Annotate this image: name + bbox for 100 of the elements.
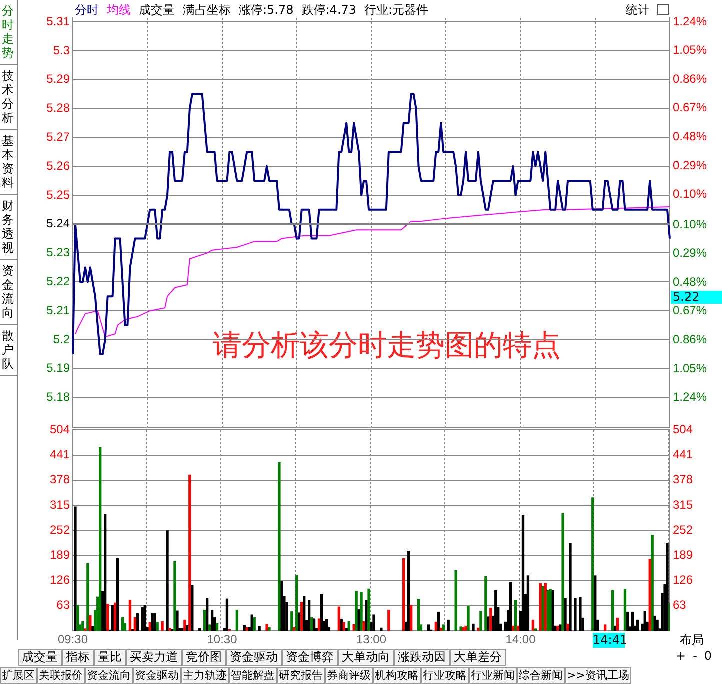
bar [358,610,360,631]
bar [526,576,530,631]
x-tick-label: 10:30 [207,632,238,647]
text: 买卖力道 [126,649,182,666]
bar [626,612,630,631]
text: 量比 [94,649,126,666]
bar [92,626,94,631]
bar [151,614,154,631]
bar [472,624,475,631]
bar [258,626,261,631]
bar [480,611,482,631]
bar [532,620,535,631]
bar [362,622,366,631]
text: 成交量 [139,2,175,19]
bar [562,514,564,631]
bar [176,610,179,631]
bar [268,627,271,631]
text: 分时 [75,2,99,19]
text: 分时走势 [0,0,17,65]
bar [372,614,376,631]
y-tick-label: 315 [50,498,70,512]
bar [303,596,306,631]
y2-tick-label: 0.29% [673,246,708,260]
y-tick-label: 5.18 [46,390,70,404]
y-tick-label: 5.29 [46,72,70,86]
text: 布局 [680,632,704,649]
text: 综合新闻 [517,667,565,684]
text: 大单动向 [338,649,394,666]
bar [594,576,597,631]
y2-tick-label: 0.29% [673,158,708,172]
bar [293,627,296,631]
bar [434,622,438,631]
bar [148,622,152,631]
y-tick-label: 5.22 [46,274,70,288]
text: 大单差分 [450,649,506,666]
bar [104,514,107,631]
y2-tick-label: 0.67% [673,100,708,115]
bar [666,543,669,631]
bar [542,586,544,631]
text: 行业新闻 [469,667,517,684]
bar [188,474,192,631]
bar [447,620,450,631]
bar [546,590,550,631]
bar [166,530,169,631]
bar [89,616,92,631]
y-tick-label: 378 [50,472,70,487]
y2-tick-label: 0.48% [673,129,708,144]
bar [76,605,80,631]
bar [174,561,176,631]
text: 资金流向 [0,260,17,325]
bar [611,590,614,631]
y2-tick-label: 1.24% [673,390,708,404]
bar [467,606,470,631]
bar [186,625,189,631]
text: 涨停:5.78 [239,2,294,19]
y2-tick-label: 0.48% [673,274,708,289]
text: 关联报价 [37,667,85,684]
bar [616,618,620,631]
x-tick-label: 13:00 [356,632,387,647]
bar [614,626,617,631]
bar [484,576,488,631]
y2-tick-label: 315 [673,498,694,512]
text: 0 [704,649,712,663]
bar [539,583,542,631]
bar [522,516,525,631]
text: 资金驱动 [133,667,181,684]
bar [460,626,462,631]
text: 跌停:4.73 [302,2,357,19]
bar [442,624,445,631]
text: 技术分析 [0,65,17,130]
text: 成交量 [18,649,62,666]
y-tick-label: 189 [50,548,70,562]
bar [210,610,214,631]
bar [191,585,194,631]
bar [312,618,316,631]
y2-tick-label: 63 [673,598,687,612]
bar [509,582,512,631]
bar [204,610,206,631]
bar [512,626,515,631]
bar [290,612,294,631]
bar [631,612,634,631]
bar [410,605,413,631]
text: 统计 [626,2,650,19]
bar [514,600,518,631]
bar [592,498,594,631]
text: 满占坐标 [183,2,231,19]
y2-tick-label: 1.05% [673,43,708,58]
y-tick-label: 5.25 [46,188,70,202]
y-tick-label: 5.19 [46,361,70,376]
bar [82,622,84,631]
y2-tick-label: 441 [673,448,694,462]
text: 基本资料 [0,130,17,195]
bar [280,581,284,631]
bar [487,616,490,631]
text: 5.22 [671,290,722,304]
bar [128,600,132,631]
y2-tick-label: 126 [673,573,694,588]
bar [250,614,254,631]
y-tick-label: 5.23 [46,246,70,260]
text: 研究报告 [277,667,325,684]
